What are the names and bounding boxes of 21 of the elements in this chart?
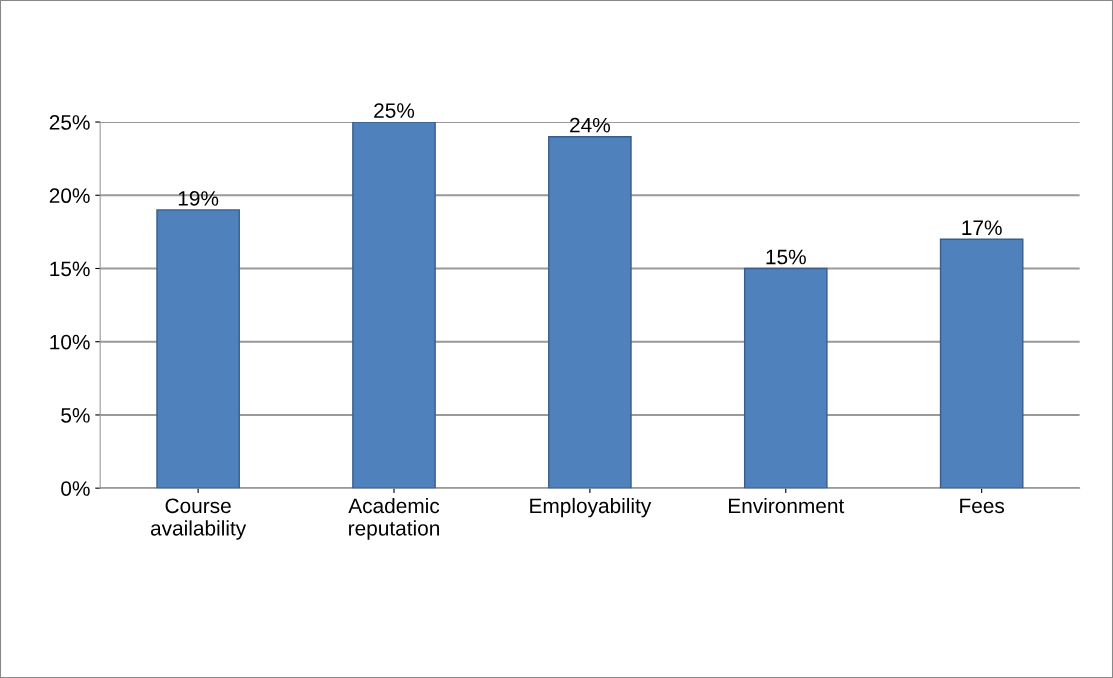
x-tick-label: Employability [530,497,652,518]
bar [743,267,828,489]
x-tick-label: Course availability [150,498,247,540]
x-tick-label: Fees [960,498,1005,514]
data-label: 25% [374,103,415,118]
data-label: 19% [178,191,219,206]
data-label: 24% [570,117,610,133]
y-tick-label: 20% [49,188,90,204]
x-tick-label: Academic reputation [348,497,440,540]
y-tick-label: 25% [49,115,90,130]
x-tick-label: Environment [729,497,845,514]
bar [352,122,436,489]
y-tick-label: 10% [50,334,90,350]
bar [156,209,240,489]
data-label: 17% [962,220,1002,235]
data-label: 15% [766,249,806,265]
bar [548,135,632,489]
y-tick-label: 0% [61,481,90,496]
y-tick-label: 15% [50,261,90,277]
y-tick-label: 5% [61,408,90,423]
bar [939,238,1024,489]
